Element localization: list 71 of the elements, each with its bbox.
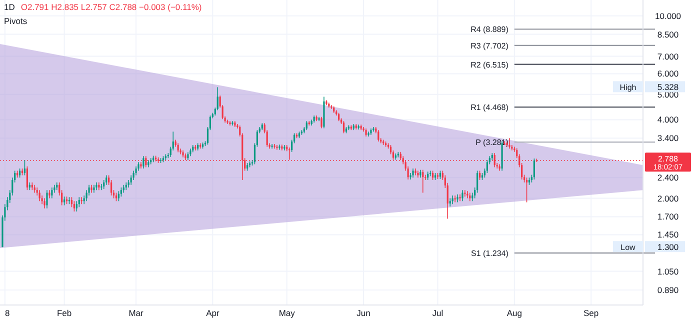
candlestick	[106, 174, 108, 186]
candlestick	[76, 200, 78, 212]
y-tick-label: 2.400	[657, 172, 679, 183]
candlestick	[342, 120, 345, 134]
text: 1.300	[657, 242, 679, 252]
candlestick	[26, 166, 28, 190]
y-tick-label: 2.000	[657, 193, 679, 204]
y-tick-label: 10.000	[655, 10, 682, 21]
candlestick	[142, 156, 144, 169]
chart-title: 1D	[4, 2, 15, 12]
y-tick-label: 1.450	[657, 230, 679, 240]
candlestick	[459, 194, 461, 202]
ref-line-label: R3 (7.702)	[470, 41, 509, 50]
candlestick	[44, 198, 46, 209]
y-tick-label: 4.000	[657, 114, 679, 125]
y-tick-label: 7.000	[657, 51, 679, 62]
x-tick-label: Jun	[356, 308, 371, 318]
candlestick	[18, 168, 21, 178]
candlestick	[432, 170, 434, 180]
candlestick	[378, 130, 380, 142]
candlestick	[51, 187, 53, 199]
y-tick-label: 0.890	[657, 285, 679, 296]
ref-line-label: R1 (4.468)	[470, 103, 509, 112]
annotation: Low	[620, 243, 636, 252]
candlestick	[533, 158, 535, 180]
candlestick	[412, 168, 414, 178]
text: 2.788	[658, 154, 679, 164]
candlestick	[24, 160, 26, 176]
annotation: Pivots	[4, 16, 28, 26]
candlestick	[454, 195, 456, 203]
x-tick-label: May	[278, 308, 296, 318]
candlestick	[526, 177, 528, 203]
candlestick	[38, 190, 40, 202]
candlestick	[177, 142, 179, 153]
y-tick-label: 3.400	[657, 133, 679, 144]
x-tick-label: Apr	[206, 308, 220, 318]
candlestick	[486, 160, 488, 174]
candlestick	[462, 190, 464, 202]
candlestick	[70, 196, 73, 208]
x-tick-label: Mar	[128, 308, 144, 318]
candlestick	[422, 169, 424, 194]
candlestick	[103, 180, 105, 190]
ref-line-label: S1 (1.234)	[471, 249, 509, 258]
y-tick-label: 8.500	[657, 29, 679, 40]
y-tick-label: 1.700	[657, 212, 679, 222]
y-tick-label: 6.000	[657, 68, 679, 79]
candlestick	[110, 180, 112, 196]
x-tick-label: Feb	[56, 308, 72, 318]
candlestick	[150, 158, 152, 165]
candlestick	[46, 190, 48, 209]
candlestick	[508, 138, 510, 149]
candlestick	[130, 174, 132, 186]
annotation: O2.791 H2.835 L2.757 C2.788 −0.003 (−0.11%)	[20, 2, 202, 12]
x-tick-label: Sep	[584, 308, 599, 318]
annotation: High	[620, 83, 636, 92]
candlestick	[410, 172, 412, 180]
text: 5.328	[657, 82, 679, 92]
candlestick	[78, 196, 80, 208]
candlestick	[73, 200, 75, 212]
x-tick-label: Jul	[432, 308, 444, 318]
candlestick	[320, 116, 322, 129]
ref-line-label: R2 (6.515)	[470, 60, 509, 70]
candlestick	[120, 187, 122, 197]
candlestick	[276, 144, 278, 150]
x-tick-label: 8	[4, 308, 10, 318]
candlestick	[464, 190, 466, 197]
y-tick-label: 1.050	[657, 266, 679, 276]
x-tick-label: Aug	[506, 308, 522, 318]
candlestick	[118, 190, 120, 202]
ref-line-label: R4 (8.889)	[470, 25, 509, 34]
candlestick	[478, 170, 481, 180]
